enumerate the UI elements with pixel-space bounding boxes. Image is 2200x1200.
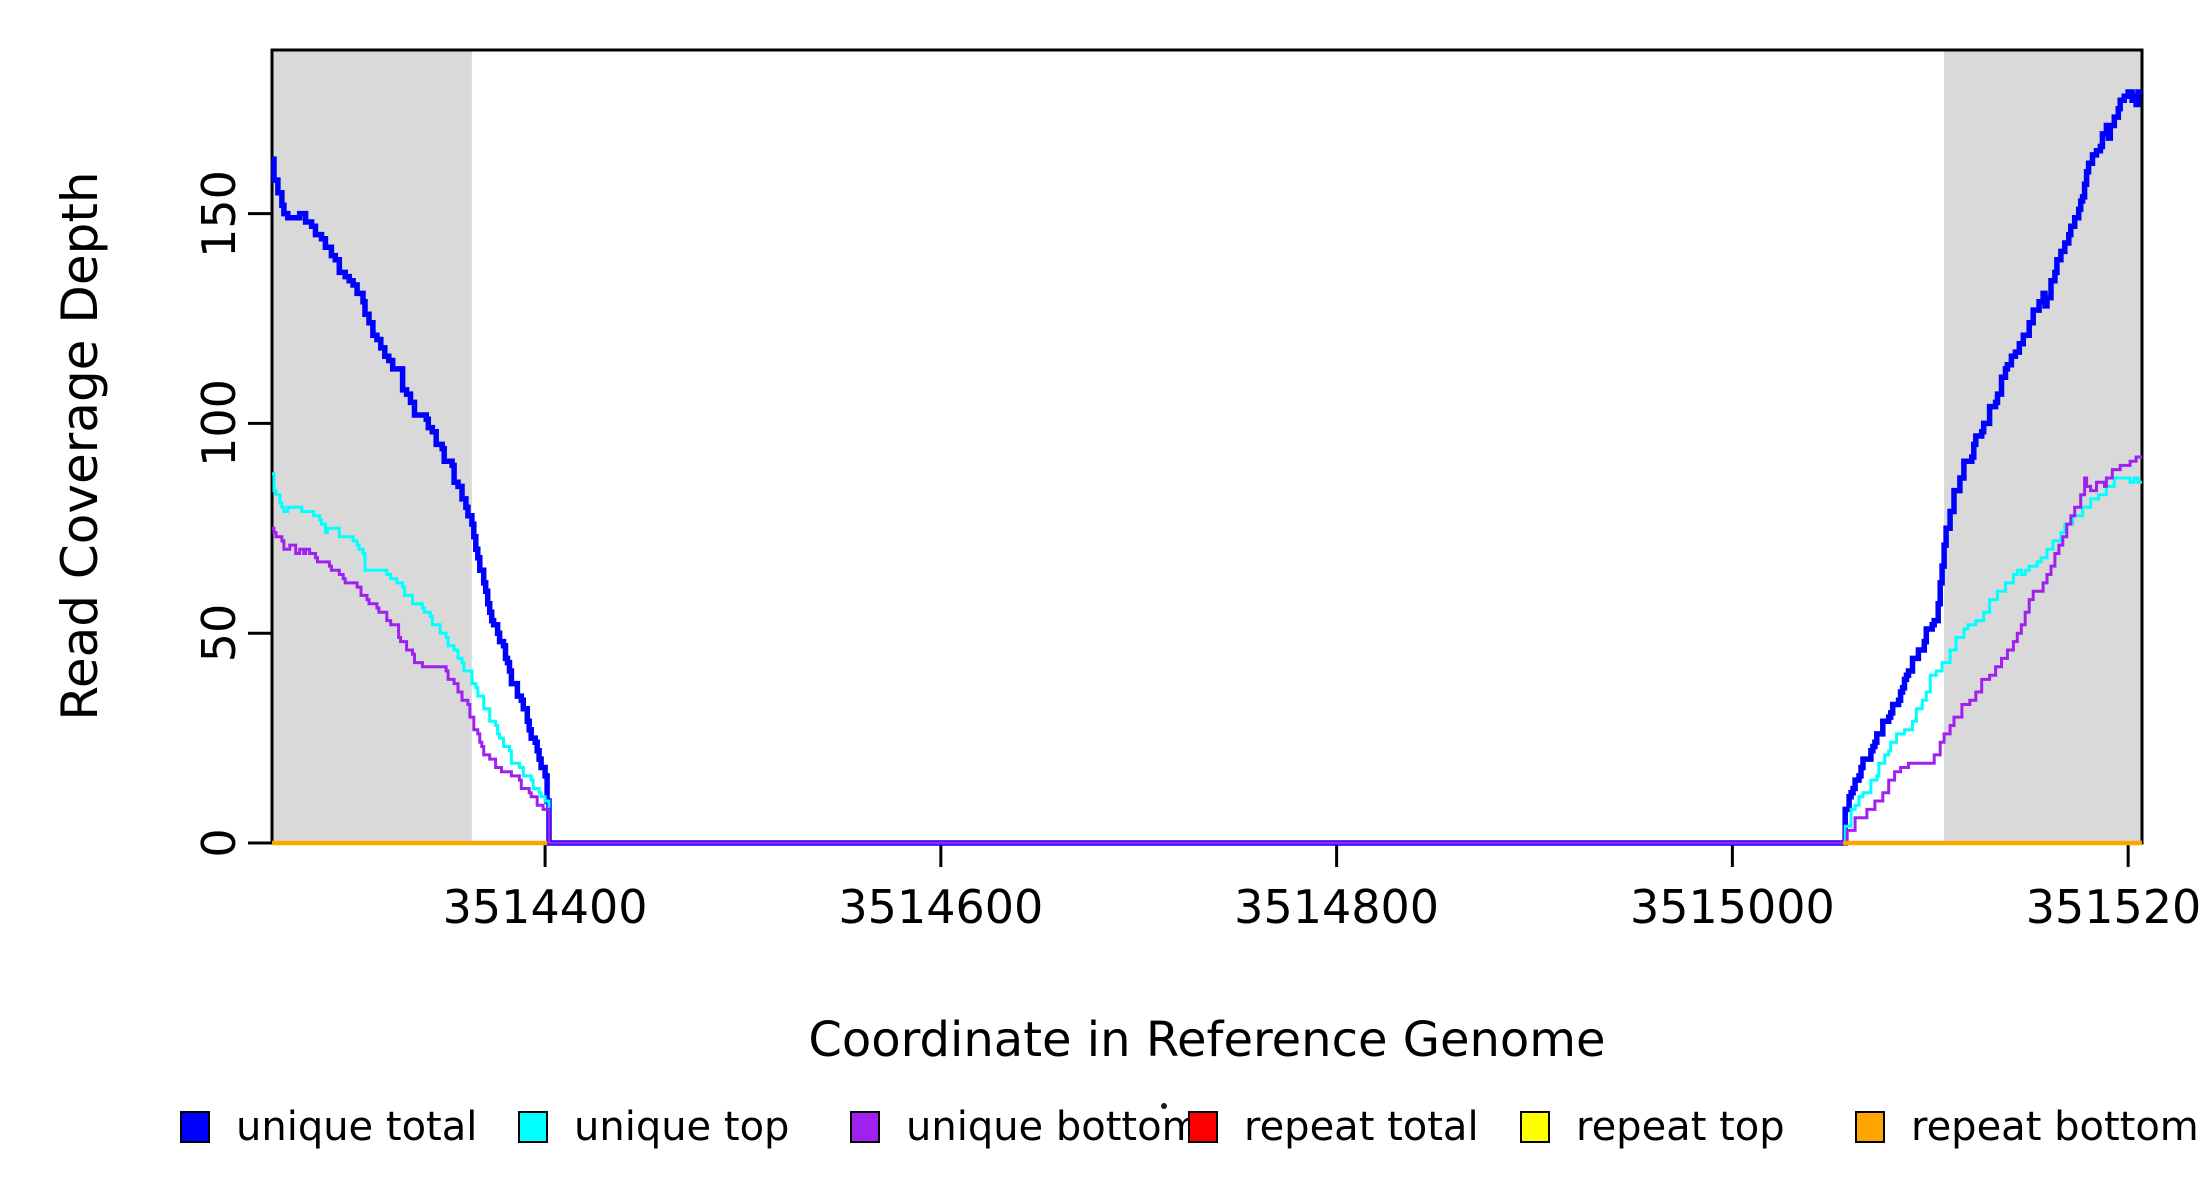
y-axis-title: Read Coverage Depth <box>51 171 109 721</box>
plot-border <box>270 48 2144 845</box>
legend-item: repeat top <box>1520 1104 1785 1150</box>
legend-swatch-icon <box>518 1111 548 1143</box>
x-tick-label: 3515000 <box>1629 880 1835 934</box>
x-axis-title: Coordinate in Reference Genome <box>808 1012 1606 1068</box>
legend-item-label: unique total <box>236 1104 478 1150</box>
legend-item: unique top <box>518 1104 789 1150</box>
legend-swatch-icon <box>180 1111 210 1143</box>
legend-swatch-icon <box>850 1111 880 1143</box>
legend-item-label: repeat bottom <box>1911 1104 2199 1150</box>
x-tick-label: 3514600 <box>838 880 1044 934</box>
legend-item: repeat bottom <box>1855 1104 2199 1150</box>
legend-item-label: unique top <box>574 1104 790 1150</box>
legend-item: unique total <box>180 1104 477 1150</box>
legend-item-label: repeat total <box>1244 1104 1479 1150</box>
legend-item-label: unique bottom <box>906 1104 1201 1150</box>
series-line-unique-top <box>272 472 2142 845</box>
series-group <box>271 89 2142 846</box>
stray-dot-artifact <box>1161 1103 1167 1109</box>
series-line-unique-total <box>271 89 2142 846</box>
legend-swatch-icon <box>1188 1111 1218 1143</box>
legend-swatch-icon <box>1520 1111 1550 1143</box>
y-tick-label: 100 <box>192 379 246 468</box>
x-tick-label: 3514800 <box>1234 880 1440 934</box>
legend-item: repeat total <box>1188 1104 1479 1150</box>
y-tick-label: 150 <box>192 169 246 258</box>
legend-swatch-icon <box>1855 1111 1885 1143</box>
series-line-unique-bottom <box>272 455 2142 845</box>
y-tick-label: 0 <box>192 828 246 858</box>
legend-item-label: repeat top <box>1576 1104 1785 1150</box>
legend-item: unique bottom <box>850 1104 1201 1150</box>
y-tick-label: 50 <box>192 603 246 663</box>
x-tick-label: 3514400 <box>442 880 648 934</box>
